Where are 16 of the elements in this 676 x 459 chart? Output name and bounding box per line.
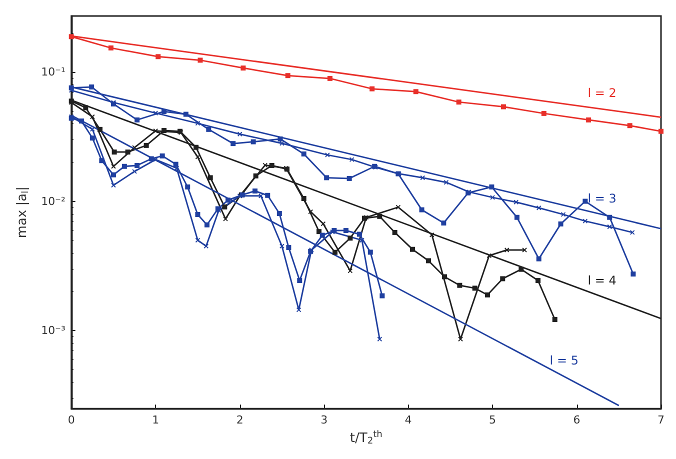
x-tick-label: 6 — [573, 414, 580, 427]
x-tick-label: 0 — [68, 414, 75, 427]
series-label: l = 3 — [588, 192, 616, 206]
y-tick-label: 10⁻¹ — [41, 65, 66, 78]
x-tick-label: 4 — [404, 414, 412, 427]
series-label: l = 4 — [588, 274, 616, 288]
x-tick-label: 3 — [320, 414, 328, 427]
series-label: l = 2 — [588, 86, 616, 100]
x-tick-label: 7 — [658, 414, 664, 427]
series-label: l = 5 — [550, 354, 578, 368]
y-tick-label: 10⁻³ — [41, 324, 66, 338]
y-axis-title: max |al| — [15, 186, 31, 238]
x-tick-label: 1 — [152, 414, 160, 427]
y-tick-label: 10⁻² — [41, 194, 66, 208]
x-tick-label: 2 — [236, 414, 244, 427]
x-tick-label: 5 — [489, 414, 496, 427]
